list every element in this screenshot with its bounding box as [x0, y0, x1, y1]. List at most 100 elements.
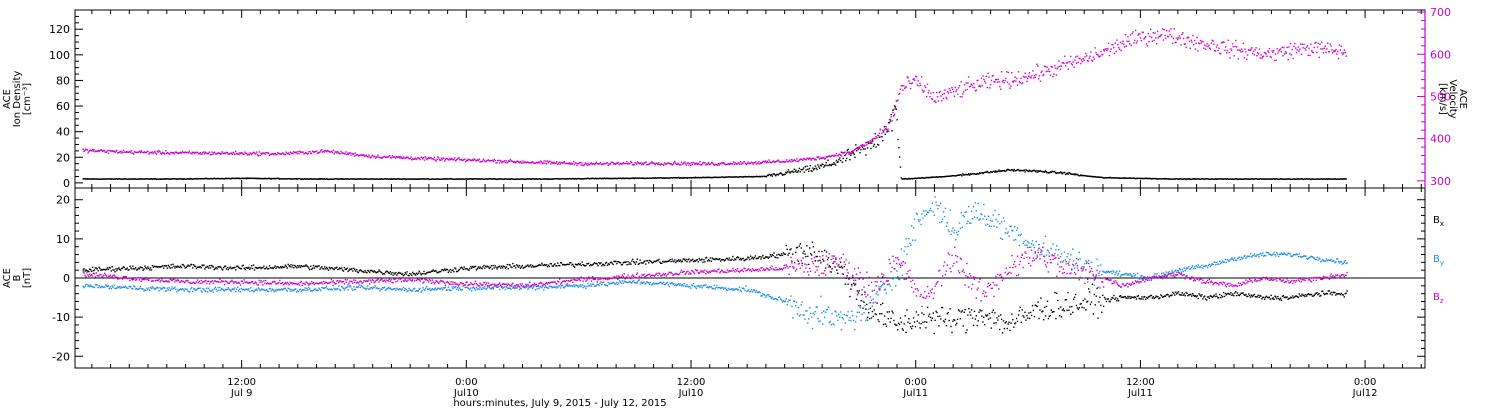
data-point: [273, 266, 275, 269]
data-point: [150, 269, 153, 271]
data-point: [1198, 178, 1200, 180]
data-point: [1133, 296, 1136, 298]
data-point: [229, 152, 232, 154]
data-point: [797, 160, 800, 163]
data-point: [423, 270, 425, 273]
data-point: [106, 149, 109, 152]
data-point: [856, 147, 859, 149]
data-point: [341, 269, 344, 271]
data-point: [387, 178, 389, 180]
data-point: [512, 262, 514, 265]
y-right-tick-label: 400: [1430, 133, 1451, 146]
data-point: [982, 75, 984, 77]
data-point: [528, 265, 530, 268]
data-point: [936, 176, 938, 178]
data-point: [914, 326, 917, 328]
data-point: [920, 76, 923, 78]
data-point: [1042, 310, 1044, 312]
data-point: [1103, 50, 1106, 52]
data-point: [1257, 52, 1259, 54]
data-point: [118, 178, 121, 180]
data-point: [494, 159, 496, 162]
data-point: [1257, 53, 1260, 55]
data-point: [501, 267, 504, 269]
data-point: [898, 92, 901, 95]
data-point: [457, 178, 459, 180]
data-point: [777, 159, 779, 161]
data-point: [116, 178, 118, 180]
data-point: [1268, 178, 1270, 180]
data-point: [1339, 178, 1341, 180]
data-point: [164, 290, 167, 292]
data-point: [368, 178, 370, 180]
data-point: [259, 289, 261, 292]
data-point: [1177, 37, 1180, 39]
data-point: [867, 141, 870, 143]
data-point: [799, 158, 801, 160]
data-point: [1097, 317, 1099, 319]
data-point: [594, 162, 597, 165]
data-point: [90, 284, 92, 286]
data-point: [784, 253, 786, 255]
data-point: [1056, 172, 1058, 174]
data-point: [872, 145, 875, 147]
data-point: [235, 290, 237, 293]
data-point: [1087, 175, 1090, 177]
data-point: [117, 268, 119, 270]
data-point: [572, 177, 574, 180]
data-point: [384, 271, 387, 273]
data-point: [1029, 317, 1031, 320]
data-point: [476, 178, 479, 180]
data-point: [821, 157, 823, 159]
data-point: [760, 162, 763, 164]
data-point: [639, 259, 641, 261]
data-point: [105, 269, 107, 271]
data-point: [821, 163, 823, 165]
data-point: [532, 161, 534, 163]
data-point: [723, 163, 726, 165]
data-point: [823, 166, 825, 168]
data-point: [776, 160, 779, 162]
data-point: [744, 162, 747, 165]
data-point: [314, 151, 316, 153]
data-point: [1026, 314, 1028, 317]
data-point: [993, 322, 995, 324]
data-point: [879, 313, 881, 315]
data-point: [101, 149, 103, 151]
series-Bx: [82, 241, 1348, 335]
data-point: [829, 164, 832, 166]
data-point: [508, 160, 510, 162]
data-point: [556, 178, 559, 180]
data-point: [1024, 311, 1026, 313]
data-point: [807, 157, 809, 160]
data-point: [958, 310, 961, 312]
data-point: [641, 163, 643, 166]
data-point: [773, 252, 775, 254]
data-point: [99, 149, 101, 152]
data-point: [615, 163, 617, 165]
data-point: [896, 100, 898, 102]
data-point: [471, 159, 474, 161]
data-point: [1306, 45, 1309, 47]
data-point: [1175, 291, 1177, 293]
data-point: [968, 76, 970, 78]
data-point: [230, 267, 232, 270]
data-point: [1090, 51, 1092, 53]
data-point: [848, 153, 850, 155]
data-point: [521, 265, 523, 267]
data-point: [751, 256, 754, 259]
data-point: [201, 153, 203, 155]
data-point: [1118, 48, 1121, 50]
data-point: [768, 159, 770, 161]
data-point: [1022, 169, 1025, 172]
data-point: [867, 142, 870, 145]
data-point: [621, 163, 624, 165]
data-point: [826, 258, 829, 261]
data-point: [208, 151, 211, 153]
data-point: [1120, 296, 1123, 298]
data-point: [276, 153, 278, 155]
data-point: [1029, 76, 1031, 78]
data-point: [373, 178, 375, 180]
data-point: [936, 176, 939, 178]
data-point: [732, 176, 734, 178]
